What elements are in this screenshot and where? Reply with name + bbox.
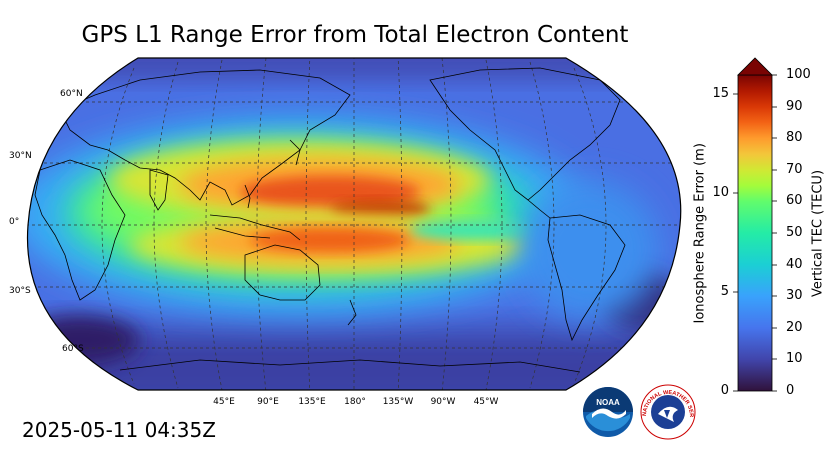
lat-label-30s: 30°S (9, 286, 31, 296)
colorbar (733, 57, 777, 392)
lon-label-90e: 90°E (257, 397, 279, 407)
lon-label-135e: 135°E (298, 397, 326, 407)
cbar-right-tick-50: 50 (786, 225, 803, 240)
tec-field (27, 58, 681, 390)
cbar-right-tick-0: 0 (786, 383, 795, 398)
cbar-left-tick-0: 0 (720, 383, 729, 398)
nws-logo: NATIONAL WEATHER SERVICE (640, 384, 696, 440)
cbar-left-tick-15: 15 (712, 86, 729, 101)
cbar-right-tick-30: 30 (786, 288, 803, 303)
cbar-left-tick-5: 5 (720, 284, 729, 299)
globe-outline (26, 57, 682, 391)
noaa-logo: NOAA (583, 387, 633, 437)
cbar-right-tick-80: 80 (786, 130, 803, 145)
lat-label-equator: 0° (9, 217, 20, 227)
cbar-right-axis-title: Vertical TEC (TECU) (810, 169, 826, 298)
svg-text:NOAA: NOAA (596, 398, 620, 407)
lon-label-45e: 45°E (213, 397, 235, 407)
lon-label-45w: 45°W (473, 397, 499, 407)
graticule (27, 58, 681, 390)
lat-label-30n: 30°N (9, 151, 32, 161)
cbar-left-axis-title: Ionosphere Range Error (m) (692, 143, 708, 324)
lon-label-180: 180° (344, 397, 366, 407)
cbar-left-tick-10: 10 (712, 185, 729, 200)
lon-label-135w: 135°W (382, 397, 414, 407)
cbar-right-tick-40: 40 (786, 257, 803, 272)
timestamp: 2025-05-11 04:35Z (22, 418, 216, 442)
cbar-right-tick-90: 90 (786, 99, 803, 114)
cbar-right-tick-60: 60 (786, 193, 803, 208)
chart-title: GPS L1 Range Error from Total Electron C… (81, 22, 629, 48)
lat-label-60s: 60°S (62, 344, 84, 354)
cbar-right-tick-20: 20 (786, 320, 803, 335)
cbar-right-tick-100: 100 (786, 67, 811, 82)
lat-label-60n: 60°N (60, 89, 83, 99)
cbar-right-tick-10: 10 (786, 351, 803, 366)
colorbar-extend-arrow (737, 57, 773, 76)
coastlines (34, 64, 651, 373)
lon-label-90w: 90°W (430, 397, 456, 407)
cbar-right-tick-70: 70 (786, 162, 803, 177)
